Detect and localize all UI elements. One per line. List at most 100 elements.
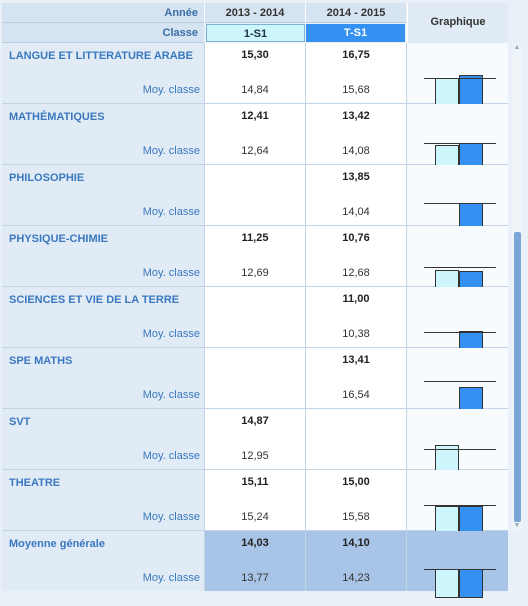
grade-cell-2014: 16,75 15,68 [305, 43, 406, 103]
class-t-s1-tab[interactable]: T-S1 [306, 24, 405, 42]
grade-cell-2013: 14,87 12,95 [204, 409, 305, 469]
mini-graph [406, 165, 508, 232]
grade-cell-2013: 14,03 13,77 [204, 531, 305, 591]
bar-2014 [459, 569, 483, 598]
subject-cell: SCIENCES ET VIE DE LA TERRE Moy. classe [2, 287, 204, 347]
subject-name: SCIENCES ET VIE DE LA TERRE [9, 294, 180, 306]
year-2014-2015: 2014 - 2015 [305, 3, 406, 23]
student-grade: 13,41 [342, 354, 370, 366]
table-row: LANGUE ET LITTERATURE ARABE Moy. classe … [2, 43, 508, 110]
student-grade: 15,30 [241, 49, 269, 61]
mini-graph [406, 287, 508, 354]
class-average-line [424, 267, 496, 268]
table-row: THEATRE Moy. classe 15,11 15,24 15,00 15… [2, 470, 508, 537]
mini-graph [406, 226, 508, 293]
class-average: 12,64 [241, 145, 269, 157]
grade-cell-2014: 13,42 14,08 [305, 104, 406, 164]
grade-cell-2014: 13,85 14,04 [305, 165, 406, 225]
class-average-line [424, 203, 496, 204]
class-average-label: Moy. classe [142, 267, 200, 279]
student-grade: 14,87 [241, 415, 269, 427]
year-2013-2014: 2013 - 2014 [204, 3, 305, 23]
subject-name: SPE MATHS [9, 355, 73, 367]
class-average: 14,04 [342, 206, 370, 218]
class-average: 14,23 [342, 572, 370, 584]
class-1-s1-tab[interactable]: 1-S1 [206, 24, 305, 42]
class-average-label: Moy. classe [142, 572, 200, 584]
mini-graph [406, 43, 508, 110]
student-grade: 12,41 [241, 110, 269, 122]
scroll-up-icon[interactable]: ▲ [513, 44, 521, 51]
class-average: 14,08 [342, 145, 370, 157]
grade-cell-2013: 12,41 12,64 [204, 104, 305, 164]
subject-name: SVT [9, 416, 31, 428]
student-grade: 11,00 [342, 293, 370, 305]
class-average-label: Moy. classe [142, 206, 200, 218]
grade-cell-2014 [305, 409, 406, 469]
class-average: 14,84 [241, 84, 269, 96]
mini-graph [406, 104, 508, 171]
class-average-label: Moy. classe [142, 145, 200, 157]
table-row: SVT Moy. classe 14,87 12,95 [2, 409, 508, 476]
class-label: Classe [2, 23, 204, 43]
scrollbar-thumb[interactable] [514, 232, 521, 522]
class-average: 12,68 [342, 267, 370, 279]
bar-2013 [435, 569, 459, 598]
grade-cell-2014: 15,00 15,58 [305, 470, 406, 530]
table-row: SCIENCES ET VIE DE LA TERRE Moy. classe … [2, 287, 508, 354]
class-average-label: Moy. classe [142, 450, 200, 462]
grade-cell-2013 [204, 287, 305, 347]
subject-cell: PHILOSOPHIE Moy. classe [2, 165, 204, 225]
subject-name: Moyenne générale [9, 538, 105, 550]
class-average: 13,77 [241, 572, 269, 584]
grade-cell-2013: 15,30 14,84 [204, 43, 305, 103]
mini-graph [406, 409, 508, 476]
student-grade: 16,75 [342, 49, 370, 61]
grade-cell-2013 [204, 165, 305, 225]
general-average-row: Moyenne générale Moy. classe 14,03 13,77… [2, 531, 508, 598]
graph-column-header: Graphique [407, 3, 508, 43]
student-grade: 14,03 [241, 537, 269, 549]
table-row: MATHÉMATIQUES Moy. classe 12,41 12,64 13… [2, 104, 508, 171]
mini-graph [406, 470, 508, 537]
subject-name: MATHÉMATIQUES [9, 111, 105, 123]
class-average: 15,68 [342, 84, 370, 96]
class-average-label: Moy. classe [142, 84, 200, 96]
student-grade: 14,10 [342, 537, 370, 549]
mini-graph [406, 531, 508, 598]
class-average-line [424, 569, 496, 570]
subject-cell: Moyenne générale Moy. classe [2, 531, 204, 591]
class-average-line [424, 381, 496, 382]
grade-cell-2014: 11,00 10,38 [305, 287, 406, 347]
grade-cell-2014: 14,10 14,23 [305, 531, 406, 591]
subject-name: PHYSIQUE-CHIMIE [9, 233, 109, 245]
student-grade: 15,11 [241, 476, 269, 488]
class-average-label: Moy. classe [142, 389, 200, 401]
subject-cell: SVT Moy. classe [2, 409, 204, 469]
grade-cell-2014: 10,76 12,68 [305, 226, 406, 286]
table-header: Année Classe 2013 - 2014 2014 - 2015 1-S… [2, 3, 508, 43]
year-label: Année [2, 3, 204, 23]
class-average: 15,58 [342, 511, 370, 523]
subject-name: PHILOSOPHIE [9, 172, 85, 184]
scroll-down-icon[interactable]: ▼ [513, 522, 521, 529]
table-row: PHILOSOPHIE Moy. classe 13,85 14,04 [2, 165, 508, 232]
grade-cell-2013: 15,11 15,24 [204, 470, 305, 530]
class-average-line [424, 78, 496, 79]
grade-cell-2013 [204, 348, 305, 408]
student-grade: 15,00 [342, 476, 370, 488]
mini-graph [406, 348, 508, 415]
subject-cell: MATHÉMATIQUES Moy. classe [2, 104, 204, 164]
subject-cell: PHYSIQUE-CHIMIE Moy. classe [2, 226, 204, 286]
student-grade: 11,25 [241, 232, 269, 244]
class-average-label: Moy. classe [142, 328, 200, 340]
class-average-line [424, 143, 496, 144]
grade-cell-2014: 13,41 16,54 [305, 348, 406, 408]
subject-name: THEATRE [9, 477, 61, 489]
class-average-line [424, 332, 496, 333]
class-average-label: Moy. classe [142, 511, 200, 523]
subject-cell: SPE MATHS Moy. classe [2, 348, 204, 408]
class-average: 12,69 [241, 267, 269, 279]
class-average-line [424, 505, 496, 506]
